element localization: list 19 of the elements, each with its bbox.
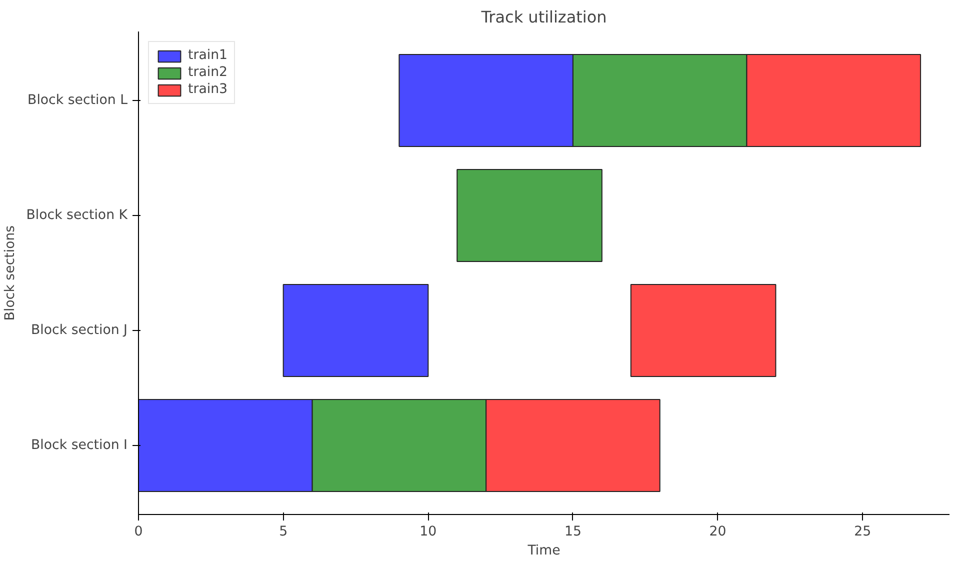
legend-label: train3: [188, 82, 228, 97]
y-tick-label: Block section L: [28, 93, 128, 108]
legend-label: train2: [188, 65, 228, 80]
bar: [630, 284, 776, 377]
bar: [456, 169, 602, 262]
y-axis-title: Block sections: [3, 225, 18, 321]
x-tick-label: 5: [279, 524, 288, 540]
x-tick-label: 20: [709, 524, 726, 540]
x-tick-label: 0: [134, 524, 143, 540]
x-tick-label: 25: [854, 524, 872, 540]
x-tick-label: 15: [564, 524, 582, 540]
y-tick-label: Block section K: [26, 208, 129, 223]
bar: [282, 284, 429, 377]
y-tick-label: Block section I: [31, 438, 128, 453]
x-axis-title: Time: [526, 544, 560, 558]
chart-title: Track utilization: [480, 8, 607, 26]
x-tick-label: 10: [420, 524, 437, 540]
y-tick-label: Block section J: [31, 323, 128, 338]
legend-label: train1: [188, 48, 228, 63]
